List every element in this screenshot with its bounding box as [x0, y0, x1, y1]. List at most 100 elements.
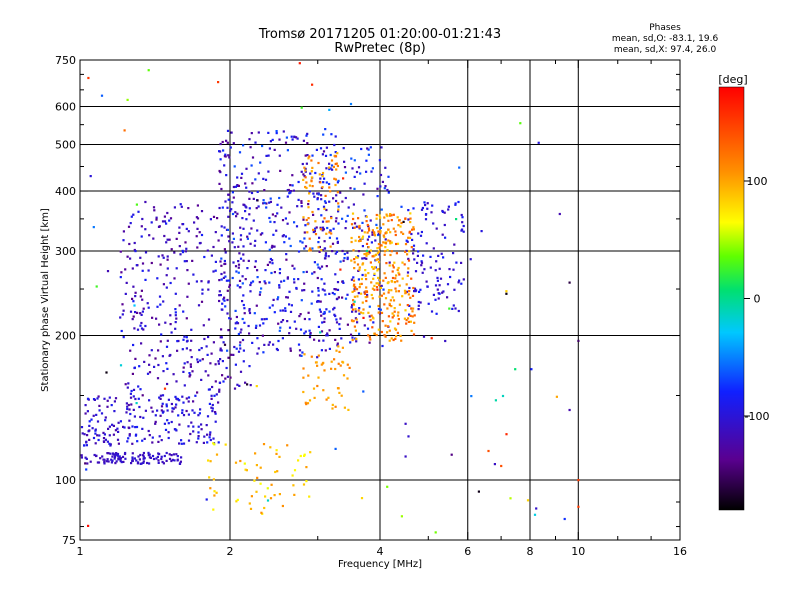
data-point	[248, 207, 251, 210]
data-point	[337, 345, 340, 348]
data-point	[341, 346, 344, 349]
data-point	[280, 280, 283, 283]
data-point	[368, 305, 371, 308]
data-point	[460, 282, 463, 285]
x-tick-label: 10	[571, 545, 585, 558]
data-point	[452, 304, 455, 307]
data-point	[305, 270, 308, 273]
data-point	[126, 405, 129, 408]
data-point	[277, 322, 280, 325]
data-point	[306, 231, 309, 234]
data-point	[222, 298, 225, 301]
data-point	[80, 454, 83, 457]
data-point	[178, 423, 181, 426]
data-point	[302, 173, 305, 176]
data-point	[241, 217, 244, 220]
data-point	[261, 232, 264, 235]
data-point	[242, 349, 245, 352]
data-point	[457, 200, 460, 204]
data-point	[248, 308, 251, 311]
data-point	[361, 237, 364, 240]
data-point	[365, 290, 369, 293]
data-point	[392, 227, 395, 230]
data-point	[218, 169, 221, 173]
data-point	[411, 294, 415, 297]
data-point	[299, 454, 302, 458]
data-point	[141, 262, 145, 265]
data-point	[328, 166, 331, 169]
data-point	[160, 409, 163, 412]
data-point	[214, 420, 217, 423]
data-point	[577, 339, 580, 342]
data-point	[244, 210, 247, 213]
data-point	[205, 424, 208, 427]
data-point	[444, 236, 447, 239]
data-point	[230, 208, 233, 211]
data-point	[355, 337, 358, 341]
data-point	[315, 361, 318, 364]
data-point	[314, 171, 317, 175]
data-point	[255, 385, 258, 388]
data-point	[363, 231, 366, 234]
data-point	[103, 397, 106, 400]
data-point	[344, 297, 348, 300]
data-point	[400, 339, 403, 342]
data-point	[425, 242, 428, 245]
data-point	[166, 382, 169, 386]
data-point	[314, 233, 318, 236]
data-point	[85, 444, 88, 447]
data-point	[393, 327, 397, 330]
data-point	[322, 361, 325, 364]
data-point	[381, 320, 384, 323]
data-point	[315, 148, 318, 151]
data-point	[204, 370, 207, 373]
data-point	[227, 198, 230, 201]
data-point	[243, 312, 246, 315]
data-point	[178, 304, 181, 307]
data-point	[313, 396, 316, 399]
data-point	[300, 201, 303, 204]
data-point	[162, 283, 165, 286]
data-point	[247, 324, 250, 328]
data-point	[285, 136, 288, 139]
data-point	[316, 276, 319, 280]
data-point	[265, 206, 268, 209]
data-point	[183, 384, 186, 387]
data-point	[293, 281, 296, 284]
data-point	[163, 387, 167, 390]
data-point	[239, 226, 242, 229]
data-point	[410, 232, 413, 236]
data-point	[165, 405, 168, 408]
data-point	[336, 387, 340, 390]
data-point	[345, 220, 348, 223]
data-point	[150, 261, 153, 265]
data-point	[329, 190, 332, 193]
data-point	[80, 456, 83, 459]
data-point	[92, 414, 95, 417]
data-point	[248, 197, 251, 200]
data-point	[103, 462, 106, 465]
data-point	[229, 146, 232, 149]
data-point	[105, 371, 108, 374]
data-point	[330, 133, 333, 136]
y-tick-label: 200	[55, 330, 76, 343]
data-point	[312, 213, 315, 216]
data-point	[237, 266, 240, 269]
data-point	[324, 194, 327, 197]
data-point	[335, 318, 338, 321]
data-point	[181, 251, 185, 254]
data-point	[231, 191, 234, 194]
data-point	[409, 217, 412, 220]
data-point	[139, 256, 142, 259]
data-point	[214, 231, 217, 234]
data-point	[148, 456, 151, 459]
data-point	[386, 331, 389, 334]
data-point	[333, 143, 336, 147]
data-point	[144, 324, 147, 328]
data-point	[132, 395, 135, 398]
data-point	[408, 304, 411, 307]
data-point	[139, 415, 142, 419]
data-point	[106, 399, 109, 402]
